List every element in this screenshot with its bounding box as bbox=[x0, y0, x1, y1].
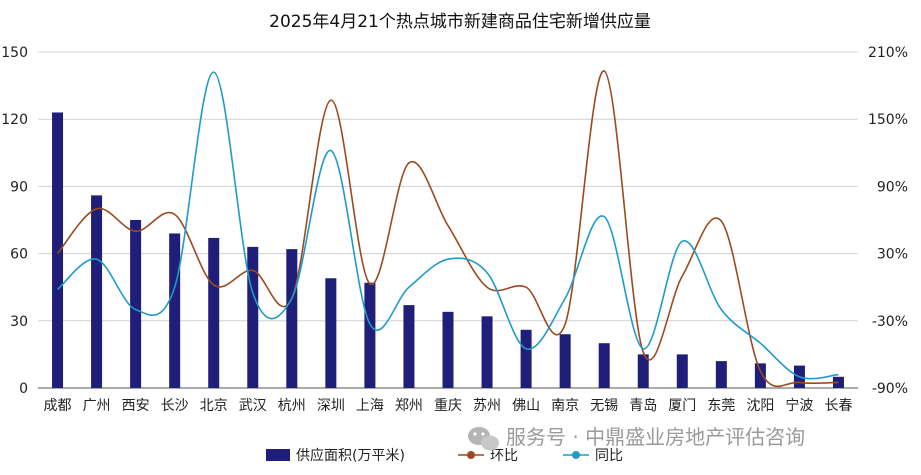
category-label: 青岛 bbox=[629, 398, 657, 414]
x-axis: 成都 广州 西安 长沙 北京 武汉 杭州 深圳 上海 郑州 重庆 苏州 佛山 南京 无锡 青岛 厦门 东莞 沈阳 宁波… bbox=[44, 397, 853, 414]
bar bbox=[715, 361, 727, 388]
right-tick-label: -30% bbox=[872, 314, 908, 330]
category-label: 长春 bbox=[824, 398, 852, 414]
bar bbox=[637, 354, 649, 388]
category-label: 佛山 bbox=[512, 398, 540, 414]
bar bbox=[481, 316, 493, 388]
watermark: 服务号 · 中鼎盛业房地产评估咨询 bbox=[468, 425, 805, 451]
left-tick-label: 150 bbox=[1, 45, 28, 61]
category-label: 西安 bbox=[122, 398, 150, 414]
line-huanbi bbox=[56, 70, 839, 388]
bar bbox=[754, 363, 766, 388]
left-tick-label: 60 bbox=[10, 247, 28, 263]
category-label: 上海 bbox=[356, 398, 384, 414]
left-tick-label: 120 bbox=[1, 112, 28, 128]
right-tick-label: 210% bbox=[868, 45, 908, 61]
category-label: 宁波 bbox=[785, 397, 813, 414]
right-tick-label: -90% bbox=[872, 381, 908, 397]
line-series bbox=[56, 70, 839, 388]
category-label: 广州 bbox=[83, 398, 111, 414]
right-tick-label: 150% bbox=[868, 112, 908, 128]
bar bbox=[520, 329, 532, 388]
category-label: 沈阳 bbox=[746, 398, 774, 414]
bar bbox=[130, 220, 142, 388]
bar bbox=[91, 195, 103, 388]
wechat-icon bbox=[468, 427, 499, 451]
category-label: 杭州 bbox=[278, 398, 306, 414]
right-tick-label: 90% bbox=[877, 179, 908, 195]
left-axis: 0 30 60 90 120 150 bbox=[1, 45, 28, 397]
right-axis: -90% -30% 30% 90% 150% 210% bbox=[868, 45, 908, 397]
category-label: 武汉 bbox=[239, 398, 267, 414]
category-label: 成都 bbox=[44, 398, 72, 414]
legend-swatch-bar bbox=[266, 449, 290, 461]
bar bbox=[208, 237, 220, 388]
category-label: 厦门 bbox=[668, 398, 696, 414]
legend-marker bbox=[572, 451, 580, 459]
category-label: 深圳 bbox=[317, 398, 345, 414]
bar bbox=[442, 311, 454, 388]
left-tick-label: 0 bbox=[19, 381, 28, 397]
category-label: 长沙 bbox=[161, 398, 189, 414]
bar bbox=[364, 282, 376, 388]
category-label: 东莞 bbox=[707, 398, 735, 414]
left-tick-label: 30 bbox=[10, 314, 28, 330]
bar bbox=[325, 278, 337, 388]
legend: 供应面积(万平米) 环比 同比 bbox=[266, 447, 623, 464]
legend-marker bbox=[467, 451, 475, 459]
legend-label: 环比 bbox=[490, 448, 518, 464]
category-label: 重庆 bbox=[434, 398, 462, 414]
line-tongbi bbox=[56, 71, 839, 380]
bar bbox=[286, 249, 298, 388]
category-label: 南京 bbox=[551, 398, 579, 414]
bar bbox=[169, 233, 181, 388]
watermark-text: 服务号 · 中鼎盛业房地产评估咨询 bbox=[506, 425, 805, 449]
legend-label: 同比 bbox=[595, 448, 623, 464]
left-tick-label: 90 bbox=[10, 179, 28, 195]
bar bbox=[559, 334, 571, 388]
category-label: 郑州 bbox=[395, 398, 423, 414]
category-label: 无锡 bbox=[590, 398, 618, 414]
category-label: 苏州 bbox=[473, 398, 501, 414]
bar bbox=[676, 354, 688, 388]
bar bbox=[247, 246, 259, 388]
bar bbox=[52, 112, 64, 388]
bar-series bbox=[52, 112, 844, 388]
category-label: 北京 bbox=[200, 398, 228, 414]
chart-title: 2025年4月21个热点城市新建商品住宅新增供应量 bbox=[269, 12, 651, 32]
right-tick-label: 30% bbox=[877, 247, 908, 263]
bar bbox=[598, 343, 610, 388]
legend-label: 供应面积(万平米) bbox=[296, 447, 405, 464]
bar bbox=[403, 305, 415, 388]
